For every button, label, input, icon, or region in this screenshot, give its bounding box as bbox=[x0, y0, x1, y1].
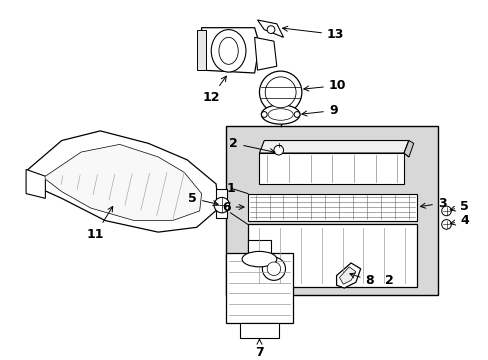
Bar bbox=[247, 240, 270, 255]
Text: 9: 9 bbox=[301, 104, 337, 117]
Bar bbox=[225, 126, 437, 295]
Ellipse shape bbox=[219, 37, 238, 64]
Ellipse shape bbox=[242, 251, 276, 267]
Ellipse shape bbox=[441, 206, 450, 216]
Polygon shape bbox=[26, 170, 45, 198]
Polygon shape bbox=[196, 30, 206, 70]
Text: 7: 7 bbox=[255, 339, 264, 359]
Ellipse shape bbox=[264, 77, 296, 108]
Text: 11: 11 bbox=[86, 207, 113, 240]
Polygon shape bbox=[216, 189, 226, 218]
Polygon shape bbox=[28, 131, 219, 232]
Bar bbox=[240, 323, 278, 338]
Text: 6: 6 bbox=[222, 201, 244, 213]
Ellipse shape bbox=[261, 112, 266, 117]
Ellipse shape bbox=[261, 105, 299, 124]
Ellipse shape bbox=[211, 30, 245, 72]
Ellipse shape bbox=[259, 71, 301, 113]
Ellipse shape bbox=[273, 145, 283, 155]
Polygon shape bbox=[254, 37, 276, 70]
Text: 3: 3 bbox=[420, 197, 446, 210]
Ellipse shape bbox=[262, 257, 285, 280]
Text: 5: 5 bbox=[449, 199, 468, 213]
Polygon shape bbox=[259, 140, 408, 153]
Text: 12: 12 bbox=[202, 76, 226, 104]
Polygon shape bbox=[45, 144, 201, 221]
Text: 13: 13 bbox=[282, 26, 344, 41]
Polygon shape bbox=[201, 28, 259, 73]
Polygon shape bbox=[403, 140, 413, 157]
Bar bbox=[247, 224, 416, 287]
Text: 2: 2 bbox=[385, 274, 393, 287]
Polygon shape bbox=[259, 153, 403, 184]
Text: 5: 5 bbox=[187, 192, 218, 206]
Text: 4: 4 bbox=[449, 214, 468, 227]
Text: 10: 10 bbox=[303, 79, 346, 92]
Ellipse shape bbox=[294, 112, 299, 117]
Ellipse shape bbox=[266, 26, 274, 33]
Ellipse shape bbox=[267, 109, 293, 120]
Polygon shape bbox=[403, 140, 408, 157]
Ellipse shape bbox=[266, 262, 280, 275]
Bar bbox=[225, 253, 293, 323]
Ellipse shape bbox=[441, 220, 450, 229]
Bar bbox=[247, 194, 416, 221]
Polygon shape bbox=[257, 20, 283, 37]
Text: 2: 2 bbox=[229, 137, 274, 154]
Text: 1: 1 bbox=[225, 182, 234, 195]
Polygon shape bbox=[336, 263, 360, 288]
Ellipse shape bbox=[214, 197, 229, 213]
Text: 8: 8 bbox=[349, 273, 373, 287]
Polygon shape bbox=[339, 267, 355, 284]
